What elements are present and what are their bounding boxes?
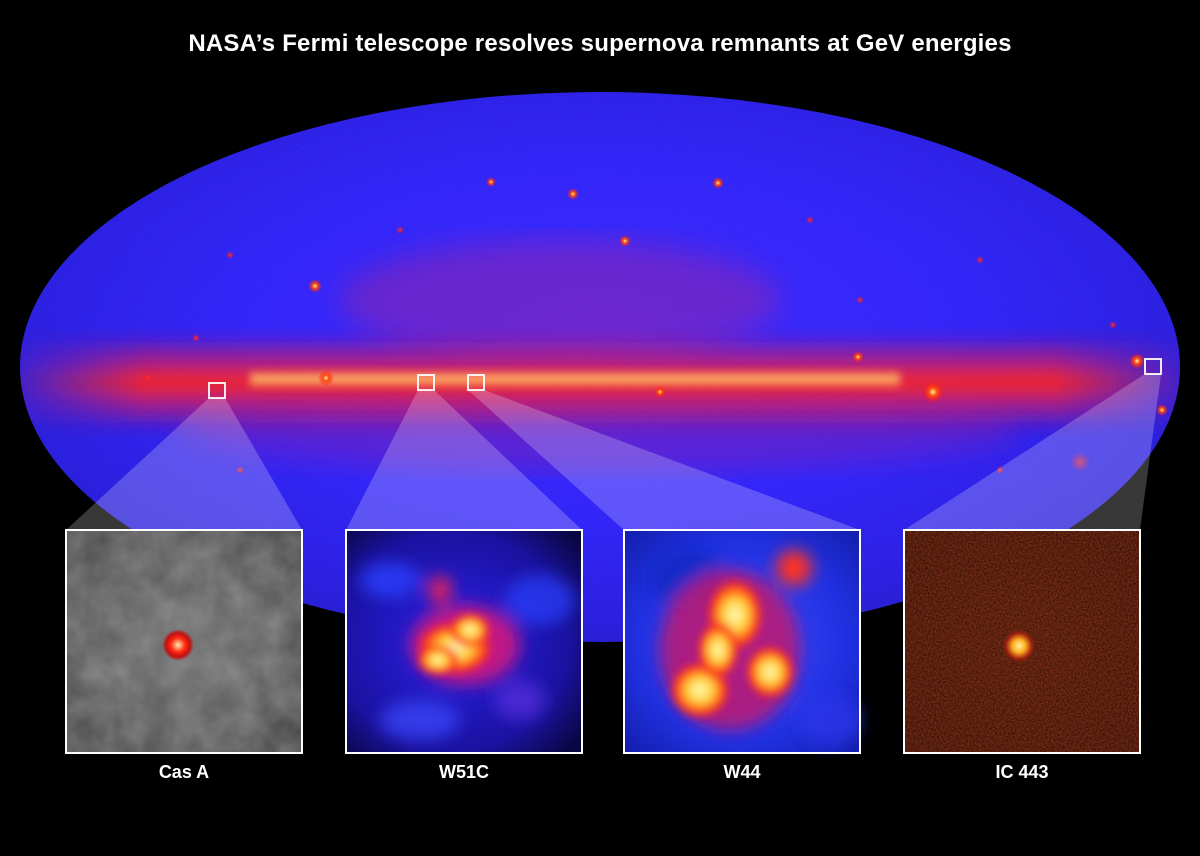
zoom-cones — [66, 374, 1161, 530]
page-title: NASA’s Fermi telescope resolves supernov… — [188, 30, 1012, 57]
inset-w44 — [623, 529, 861, 754]
w44-box — [467, 374, 485, 391]
ic443-box — [1144, 358, 1162, 375]
all-sky-map — [20, 92, 1180, 642]
w51c-label: W51C — [438, 762, 489, 782]
inset-w51c — [345, 529, 583, 754]
cas-a-label: Cas A — [158, 762, 210, 782]
inset-cas-a — [65, 529, 303, 754]
inset-ic443 — [903, 529, 1141, 754]
w51c-box — [417, 374, 435, 391]
cas-a-box — [208, 382, 226, 399]
selection-boxes — [208, 358, 1162, 399]
w44-label: W44 — [723, 762, 761, 782]
ic443-label: IC 443 — [995, 762, 1049, 782]
